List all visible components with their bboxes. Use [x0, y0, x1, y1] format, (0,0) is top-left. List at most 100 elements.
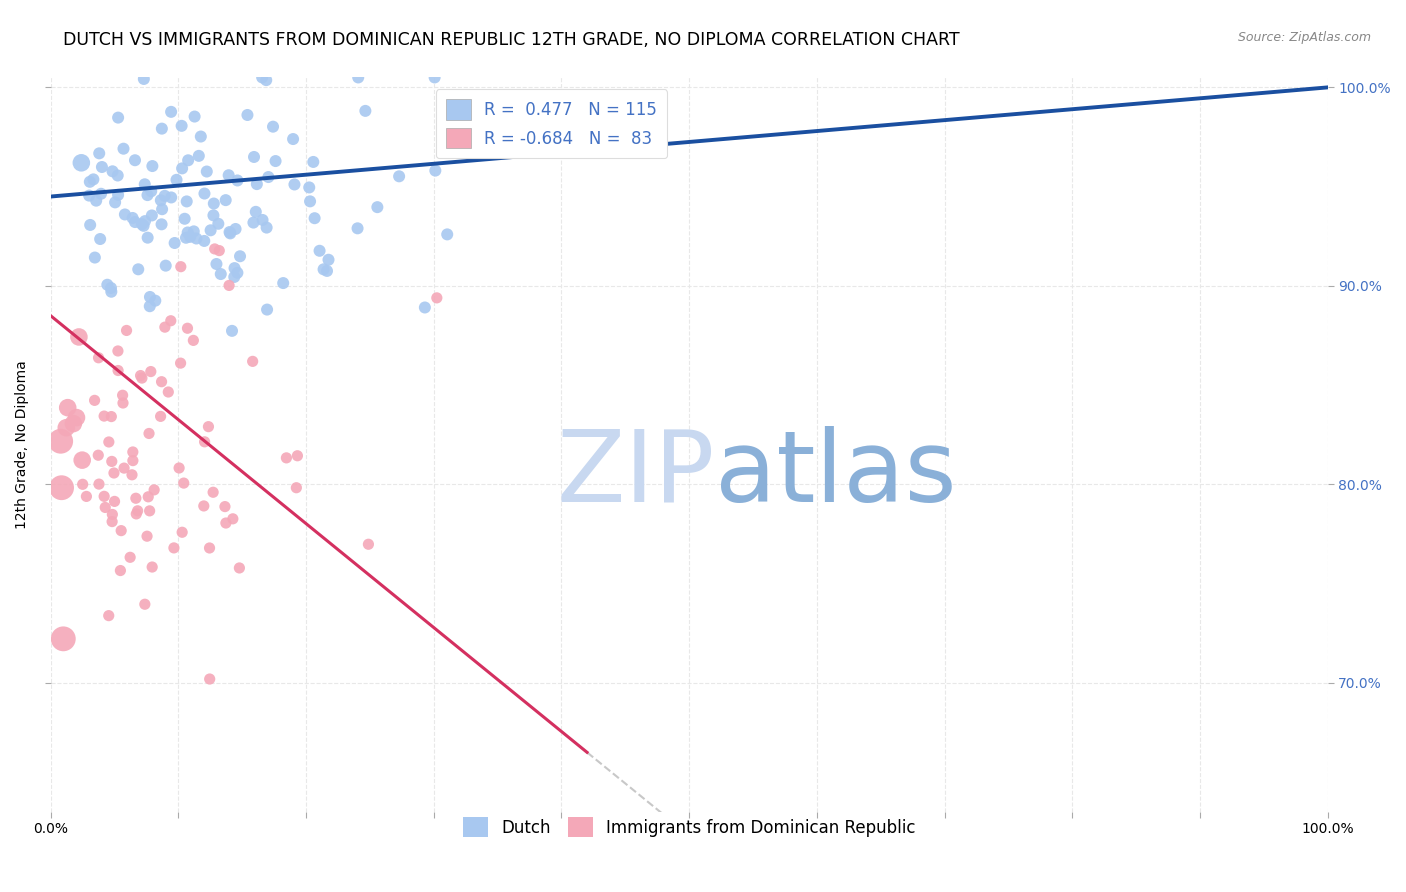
Point — [308, 244, 330, 258]
Point — [198, 672, 221, 686]
Point — [207, 217, 229, 231]
Point — [228, 561, 250, 575]
Point — [149, 194, 172, 208]
Point — [111, 388, 134, 402]
Point — [173, 211, 195, 226]
Point — [174, 231, 197, 245]
Point — [179, 230, 201, 244]
Point — [129, 368, 152, 383]
Point — [157, 384, 180, 399]
Point — [107, 111, 129, 125]
Point — [141, 159, 163, 173]
Point — [131, 371, 153, 385]
Point — [100, 409, 122, 424]
Point — [436, 227, 458, 242]
Point — [287, 449, 309, 463]
Point — [200, 223, 222, 237]
Point — [139, 365, 162, 379]
Point — [302, 155, 325, 169]
Point — [93, 409, 115, 423]
Point — [94, 500, 117, 515]
Point — [87, 351, 110, 365]
Point — [183, 110, 205, 124]
Point — [413, 301, 436, 315]
Point — [193, 234, 215, 248]
Point — [186, 231, 208, 245]
Point — [388, 169, 411, 184]
Point — [67, 330, 90, 344]
Point — [276, 450, 298, 465]
Point — [153, 189, 176, 203]
Point — [134, 178, 156, 192]
Point — [219, 227, 242, 241]
Point — [242, 354, 264, 368]
Point — [163, 541, 186, 555]
Point — [72, 477, 94, 491]
Point — [56, 401, 79, 415]
Point — [149, 409, 172, 424]
Point — [75, 490, 97, 504]
Point — [49, 434, 72, 449]
Y-axis label: 12th Grade, No Diploma: 12th Grade, No Diploma — [15, 360, 30, 529]
Point — [101, 164, 124, 178]
Point — [120, 550, 142, 565]
Point — [218, 168, 240, 182]
Point — [136, 529, 159, 543]
Point — [107, 343, 129, 358]
Point — [183, 334, 205, 348]
Point — [283, 178, 305, 192]
Point — [357, 537, 380, 551]
Point — [97, 608, 120, 623]
Point — [77, 188, 100, 202]
Point — [107, 363, 129, 377]
Point — [257, 169, 280, 184]
Point — [209, 267, 232, 281]
Point — [304, 211, 326, 226]
Point — [100, 285, 122, 299]
Point — [138, 426, 160, 441]
Point — [176, 194, 198, 209]
Point — [150, 217, 173, 231]
Point — [115, 323, 138, 337]
Point — [215, 193, 238, 207]
Point — [70, 453, 93, 467]
Point — [65, 410, 87, 425]
Point — [103, 466, 125, 480]
Point — [214, 500, 236, 514]
Point — [100, 281, 122, 295]
Text: ZIP: ZIP — [557, 425, 714, 523]
Text: DUTCH VS IMMIGRANTS FROM DOMINICAN REPUBLIC 12TH GRADE, NO DIPLOMA CORRELATION C: DUTCH VS IMMIGRANTS FROM DOMINICAN REPUB… — [63, 31, 960, 49]
Point — [254, 73, 277, 87]
Point — [170, 119, 193, 133]
Point — [245, 204, 267, 219]
Point — [125, 491, 148, 506]
Point — [93, 489, 115, 503]
Point — [110, 564, 132, 578]
Point — [155, 259, 177, 273]
Point — [150, 375, 173, 389]
Point — [150, 202, 173, 217]
Point — [205, 257, 228, 271]
Point — [222, 512, 245, 526]
Point — [55, 421, 77, 435]
Point — [318, 252, 340, 267]
Point — [250, 70, 273, 85]
Point — [183, 224, 205, 238]
Point — [97, 434, 120, 449]
Point — [121, 467, 143, 482]
Point — [139, 299, 162, 313]
Point — [177, 153, 200, 168]
Point — [425, 163, 447, 178]
Point — [70, 156, 93, 170]
Point — [83, 251, 105, 265]
Point — [159, 314, 181, 328]
Point — [202, 196, 225, 211]
Point — [202, 208, 225, 222]
Point — [172, 161, 194, 176]
Point — [136, 188, 159, 202]
Point — [224, 261, 246, 276]
Legend: Dutch, Immigrants from Dominican Republic: Dutch, Immigrants from Dominican Republi… — [457, 810, 922, 844]
Point — [176, 226, 198, 240]
Point — [141, 184, 163, 198]
Point — [172, 525, 194, 540]
